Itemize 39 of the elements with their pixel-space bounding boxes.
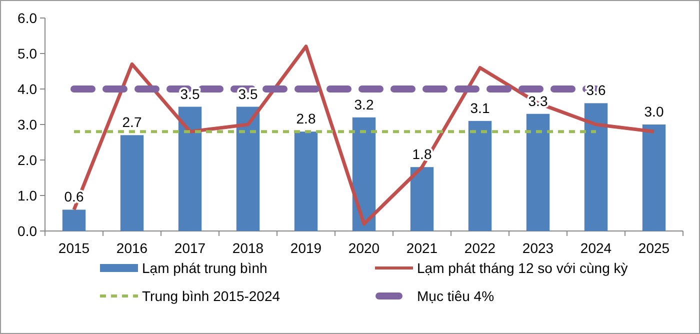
bar (120, 135, 144, 231)
data-label: 2.7 (122, 114, 142, 130)
y-tick-label: 5.0 (18, 45, 38, 62)
x-tick-label: 2021 (406, 240, 438, 256)
x-tick-label: 2023 (522, 240, 554, 256)
x-tick-label: 2025 (638, 240, 670, 256)
x-tick-label: 2019 (290, 240, 322, 256)
y-tick-label: 6.0 (18, 10, 38, 26)
x-tick-label: 2016 (116, 240, 148, 256)
data-label: 3.1 (470, 100, 490, 116)
data-label: 3.0 (644, 104, 664, 120)
bar (352, 117, 376, 231)
bar (468, 120, 492, 231)
data-label: 3.2 (354, 96, 374, 112)
bar (294, 132, 318, 231)
data-label: 3.5 (180, 86, 200, 102)
legend-label: Lạm phát trung bình (142, 260, 268, 276)
y-tick-label: 0.0 (18, 222, 38, 239)
y-tick-label: 4.0 (18, 80, 38, 97)
x-tick-label: 2022 (464, 240, 496, 256)
bar (62, 210, 86, 231)
x-tick-label: 2015 (58, 240, 90, 256)
y-tick-label: 1.0 (18, 187, 38, 204)
x-tick-label: 2018 (232, 240, 264, 256)
y-tick-label: 2.0 (18, 152, 38, 168)
x-tick-label: 2020 (348, 240, 380, 256)
bar (584, 103, 608, 231)
legend-label: Trung bình 2015-2024 (142, 288, 280, 304)
legend-label: Mục tiêu 4% (417, 288, 494, 304)
x-tick-label: 2017 (174, 240, 206, 256)
bar (178, 106, 202, 231)
data-label: 2.8 (296, 110, 316, 127)
y-tick-label: 3.0 (18, 116, 38, 132)
x-tick-label: 2024 (580, 240, 612, 256)
bar (526, 114, 550, 231)
bar (642, 124, 666, 231)
bar (236, 106, 260, 231)
bar (410, 167, 434, 231)
legend-label: Lạm phát tháng 12 so với cùng kỳ (417, 260, 628, 276)
